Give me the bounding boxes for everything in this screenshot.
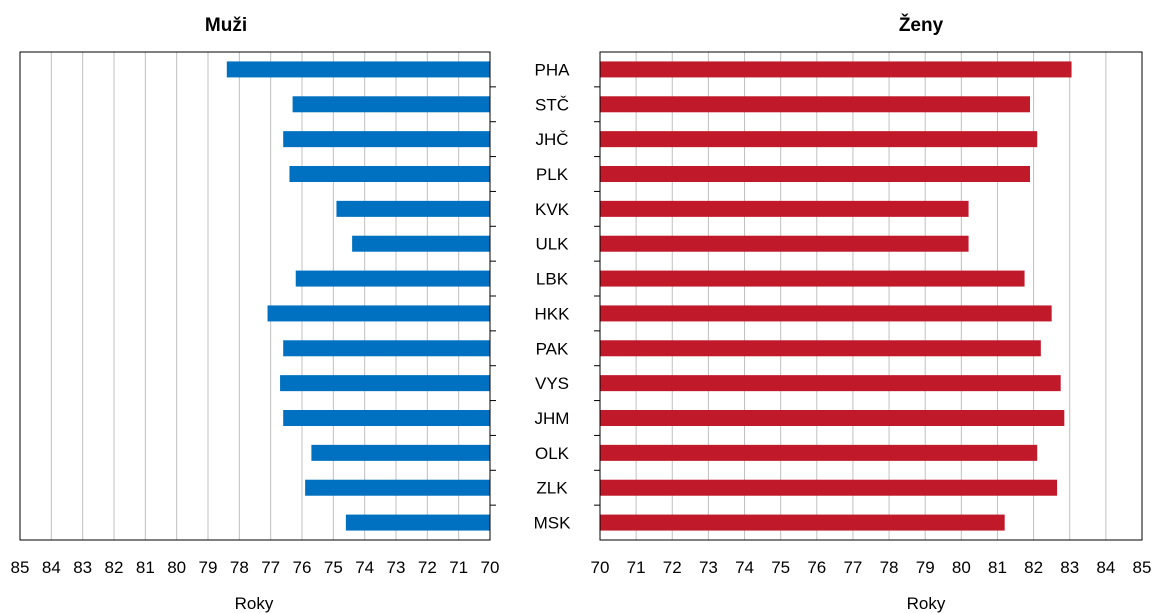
region-label: LBK bbox=[536, 270, 569, 289]
bar-jhč bbox=[283, 131, 490, 148]
bar-lbk bbox=[295, 270, 490, 287]
bar-hkk bbox=[267, 305, 490, 322]
region-label: ULK bbox=[535, 235, 569, 254]
region-label: VYS bbox=[535, 374, 569, 393]
region-label: OLK bbox=[535, 444, 570, 463]
x-tick-label: 85 bbox=[11, 558, 30, 577]
bar-plk bbox=[600, 166, 1030, 182]
x-tick-label: 74 bbox=[735, 558, 754, 577]
women-chart: Ženy 70 71 72 73 74 75 76 77 78 79 80 81 82 83 84 85 Ro… bbox=[591, 14, 1152, 613]
bar-vys bbox=[600, 375, 1061, 392]
region-label: KVK bbox=[535, 200, 570, 219]
women-x-axis-label: Roky bbox=[907, 594, 946, 613]
x-tick-label: 70 bbox=[591, 558, 610, 577]
men-bars bbox=[226, 61, 491, 531]
bar-hkk bbox=[600, 305, 1052, 322]
x-tick-label: 78 bbox=[880, 558, 899, 577]
bar-msk bbox=[345, 514, 490, 531]
bar-olk bbox=[311, 444, 490, 461]
men-gridlines bbox=[50, 52, 460, 540]
men-chart-title: Muži bbox=[205, 15, 247, 36]
x-tick-label: 78 bbox=[230, 558, 249, 577]
x-tick-label: 83 bbox=[1060, 558, 1079, 577]
region-label: PAK bbox=[536, 339, 569, 358]
x-tick-label: 74 bbox=[355, 558, 374, 577]
x-tick-label: 71 bbox=[449, 558, 468, 577]
x-tick-label: 85 bbox=[1133, 558, 1152, 577]
bar-msk bbox=[600, 514, 1005, 531]
region-label: PHA bbox=[535, 60, 571, 79]
x-tick-label: 76 bbox=[807, 558, 826, 577]
bar-kvk bbox=[600, 200, 969, 217]
bar-jhč bbox=[600, 131, 1038, 148]
bar-plk bbox=[289, 166, 490, 182]
men-plot-frame bbox=[19, 51, 496, 541]
men-x-ticks: 85 84 83 82 81 80 79 78 77 76 75 74 73 72 71 70 bbox=[11, 558, 500, 577]
bar-stč bbox=[292, 96, 490, 113]
x-tick-label: 73 bbox=[699, 558, 718, 577]
x-tick-label: 80 bbox=[167, 558, 186, 577]
bar-ulk bbox=[600, 235, 969, 252]
region-label: ZLK bbox=[536, 479, 568, 498]
region-label: MSK bbox=[534, 514, 572, 533]
bar-olk bbox=[600, 444, 1038, 461]
men-chart: Muži 85 84 83 82 81 80 79 78 77 76 75 74 73 72 71 70 Ro… bbox=[11, 15, 500, 613]
women-gridlines bbox=[635, 52, 1107, 540]
x-tick-label: 79 bbox=[199, 558, 218, 577]
x-tick-label: 72 bbox=[418, 558, 437, 577]
x-tick-label: 81 bbox=[988, 558, 1007, 577]
bar-pha bbox=[600, 61, 1072, 78]
bar-stč bbox=[600, 96, 1030, 113]
region-label: JHM bbox=[535, 409, 570, 428]
x-tick-label: 77 bbox=[843, 558, 862, 577]
bar-zlk bbox=[305, 479, 490, 496]
x-tick-label: 71 bbox=[627, 558, 646, 577]
region-label: HKK bbox=[535, 304, 571, 323]
bar-pha bbox=[226, 61, 491, 78]
x-tick-label: 75 bbox=[771, 558, 790, 577]
x-tick-label: 82 bbox=[105, 558, 124, 577]
x-tick-label: 84 bbox=[1096, 558, 1115, 577]
x-tick-label: 81 bbox=[136, 558, 155, 577]
x-tick-label: 75 bbox=[324, 558, 343, 577]
bar-zlk bbox=[600, 479, 1058, 496]
x-tick-label: 77 bbox=[261, 558, 280, 577]
women-chart-title: Ženy bbox=[899, 14, 944, 36]
bar-ulk bbox=[352, 235, 490, 252]
bar-pak bbox=[283, 340, 490, 357]
x-tick-label: 76 bbox=[293, 558, 312, 577]
x-tick-label: 82 bbox=[1024, 558, 1043, 577]
bar-lbk bbox=[600, 270, 1025, 287]
bar-vys bbox=[280, 375, 490, 392]
region-label: PLK bbox=[536, 165, 569, 184]
x-tick-label: 72 bbox=[663, 558, 682, 577]
bar-pak bbox=[600, 340, 1041, 357]
region-label: JHČ bbox=[535, 130, 568, 149]
women-plot-frame bbox=[594, 51, 1143, 541]
region-label: STČ bbox=[535, 95, 569, 114]
x-tick-label: 73 bbox=[387, 558, 406, 577]
bar-jhm bbox=[283, 410, 490, 426]
plot-border bbox=[19, 51, 491, 541]
plot-border bbox=[599, 51, 1143, 541]
women-bars bbox=[600, 61, 1072, 531]
x-tick-label: 79 bbox=[916, 558, 935, 577]
x-tick-label: 83 bbox=[73, 558, 92, 577]
men-x-axis-label: Roky bbox=[235, 594, 274, 613]
x-tick-label: 84 bbox=[42, 558, 61, 577]
bar-jhm bbox=[600, 410, 1065, 426]
x-tick-label: 80 bbox=[952, 558, 971, 577]
region-labels: PHA STČ JHČ PLK KVK ULK LBK HKK PAK VYS JHM OLK ZLK M… bbox=[534, 60, 572, 532]
bar-kvk bbox=[336, 200, 490, 217]
women-x-ticks: 70 71 72 73 74 75 76 77 78 79 80 81 82 83 84 85 bbox=[591, 558, 1152, 577]
x-tick-label: 70 bbox=[481, 558, 500, 577]
